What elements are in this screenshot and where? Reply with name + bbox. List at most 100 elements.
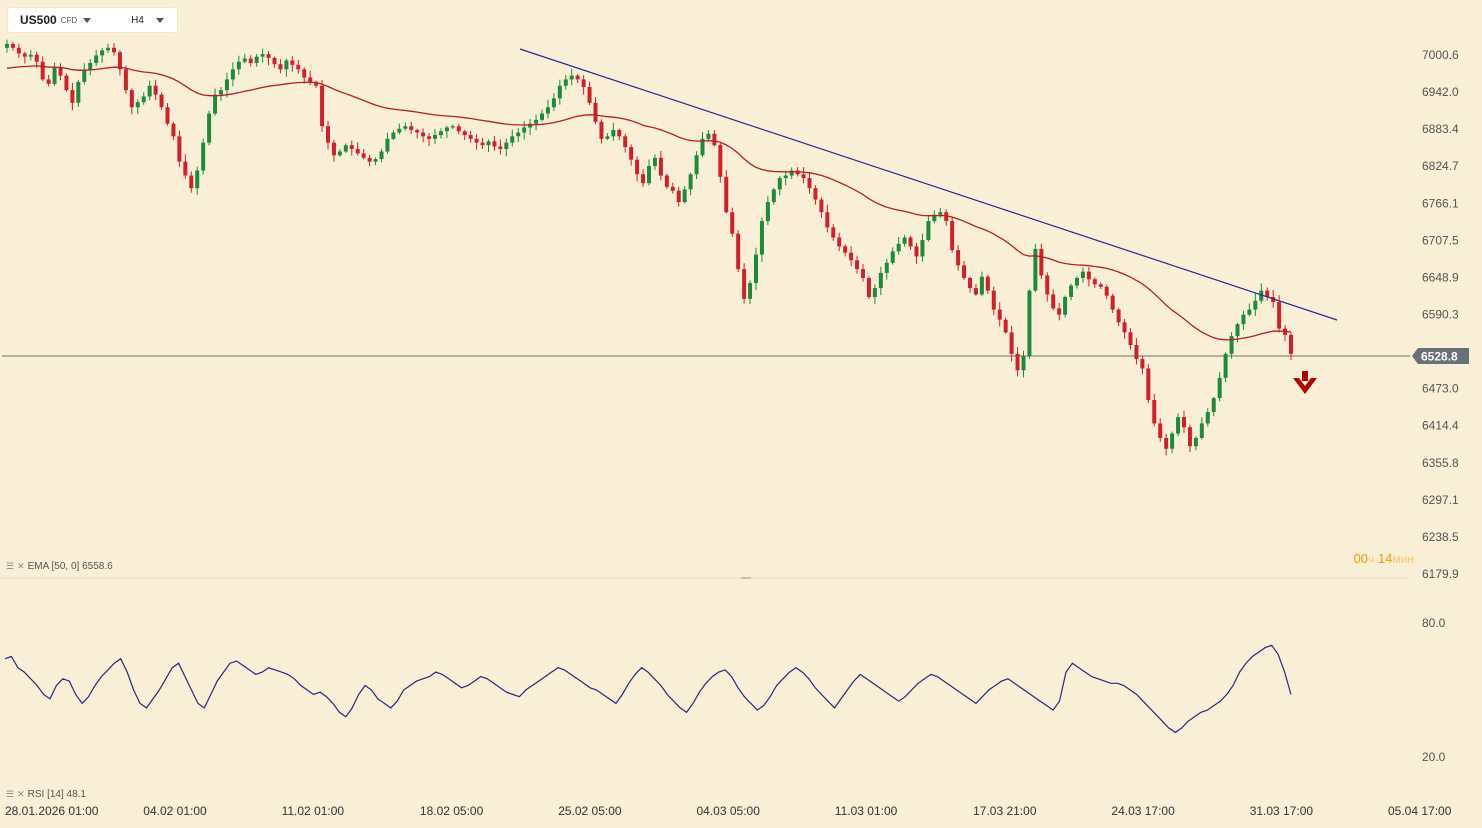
- candle: [587, 81, 592, 106]
- candle: [1128, 328, 1133, 350]
- candle: [296, 59, 301, 74]
- candle-body: [278, 64, 283, 70]
- candle: [724, 170, 729, 214]
- candle: [415, 128, 420, 139]
- trendline[interactable]: [519, 48, 1338, 321]
- candle-body: [1193, 437, 1198, 447]
- candle-body: [1229, 336, 1234, 354]
- candle: [1164, 433, 1169, 456]
- candle-body: [1176, 417, 1181, 434]
- candle-body: [849, 252, 854, 261]
- close-icon[interactable]: ✕: [17, 789, 24, 799]
- candle: [1051, 289, 1056, 311]
- candle-body: [718, 145, 723, 177]
- price-tick-label: 6473.0: [1422, 382, 1459, 396]
- candle: [890, 247, 895, 265]
- candle-body: [944, 212, 949, 222]
- candle-body: [736, 233, 741, 270]
- symbol-selector[interactable]: US500 CFD H4: [8, 8, 177, 32]
- candle: [326, 120, 330, 150]
- candle: [878, 266, 883, 296]
- candle-body: [783, 175, 788, 179]
- price-tick-label: 6179.9: [1422, 567, 1459, 581]
- candle: [1122, 319, 1127, 339]
- candle-body: [272, 57, 277, 65]
- candle-body: [480, 142, 485, 146]
- candle-body: [1199, 423, 1204, 438]
- settings-icon[interactable]: ☰: [6, 789, 14, 799]
- candle: [843, 244, 848, 257]
- pane-resize-handle[interactable]: [741, 577, 751, 579]
- candle-body: [664, 175, 669, 187]
- candle: [1134, 338, 1139, 365]
- time-tick-label: 31.03 17:00: [1250, 804, 1314, 818]
- candle-body: [902, 237, 907, 244]
- candle-body: [444, 127, 449, 132]
- candle-body: [771, 189, 776, 203]
- rsi-tick-label: 80.0: [1422, 616, 1446, 630]
- time-axis[interactable]: 28.01.2026 01:00 04.02 01:00 11.02 01:00 18…: [5, 804, 1452, 818]
- chevron-down-icon[interactable]: [83, 17, 92, 23]
- timeframe-selector[interactable]: H4: [131, 14, 144, 26]
- candle-body: [1182, 417, 1186, 428]
- candle-body: [979, 276, 984, 295]
- candle: [135, 99, 140, 115]
- candle-body: [1045, 275, 1050, 295]
- candle-body: [551, 98, 556, 108]
- candle: [52, 62, 57, 87]
- candle-body: [40, 61, 45, 80]
- candle: [962, 260, 967, 280]
- candle-body: [159, 94, 164, 108]
- candle-body: [522, 127, 527, 133]
- candle-body: [1069, 285, 1074, 297]
- symbol-name[interactable]: US500: [20, 13, 57, 27]
- candle: [433, 129, 437, 145]
- chevron-down-icon[interactable]: [155, 17, 164, 23]
- candle: [759, 217, 764, 262]
- candle: [688, 172, 693, 196]
- candle-body: [349, 145, 354, 149]
- settings-icon[interactable]: ☰: [6, 561, 14, 571]
- candle: [1289, 332, 1293, 361]
- candle: [34, 51, 39, 68]
- candle-body: [421, 132, 426, 137]
- candle-body: [361, 153, 366, 158]
- candle-body: [516, 132, 521, 137]
- candle: [153, 79, 158, 100]
- price-axis[interactable]: 7000.6 6942.0 6883.4 6824.7 6766.1 6707.5 6648…: [1422, 48, 1459, 581]
- candle: [1146, 364, 1151, 403]
- candle: [349, 140, 354, 156]
- candle: [777, 175, 782, 196]
- candle-body: [938, 212, 943, 215]
- candle: [551, 92, 556, 111]
- candle-body: [1128, 332, 1133, 346]
- candle-body: [819, 199, 824, 213]
- candle: [825, 204, 830, 233]
- candle-body: [896, 243, 901, 252]
- candle: [569, 68, 574, 86]
- candle-body: [58, 68, 63, 76]
- candle: [1158, 418, 1163, 442]
- candle: [1170, 431, 1175, 454]
- candle-body: [807, 178, 812, 189]
- candle-body: [1271, 296, 1276, 303]
- ema-legend[interactable]: ☰ ✕ EMA [50, 0] 6558.6: [6, 561, 113, 572]
- candle: [1253, 293, 1258, 316]
- candle: [872, 284, 877, 305]
- time-tick-label: 25.02 05:00: [558, 804, 622, 818]
- candle: [1182, 410, 1186, 433]
- close-icon[interactable]: ✕: [17, 561, 24, 571]
- candle: [189, 171, 194, 193]
- rsi-legend[interactable]: ☰ ✕ RSI [14] 48.1: [6, 789, 86, 800]
- candle-body: [599, 121, 604, 139]
- candle-body: [1122, 322, 1127, 333]
- time-tick-label: 24.03 17:00: [1111, 804, 1175, 818]
- candle: [866, 276, 871, 300]
- candle-body: [528, 123, 533, 128]
- candle-body: [492, 141, 497, 147]
- candle: [682, 186, 687, 204]
- time-tick-label: 05.04 17:00: [1388, 804, 1452, 818]
- candle-body: [866, 277, 871, 297]
